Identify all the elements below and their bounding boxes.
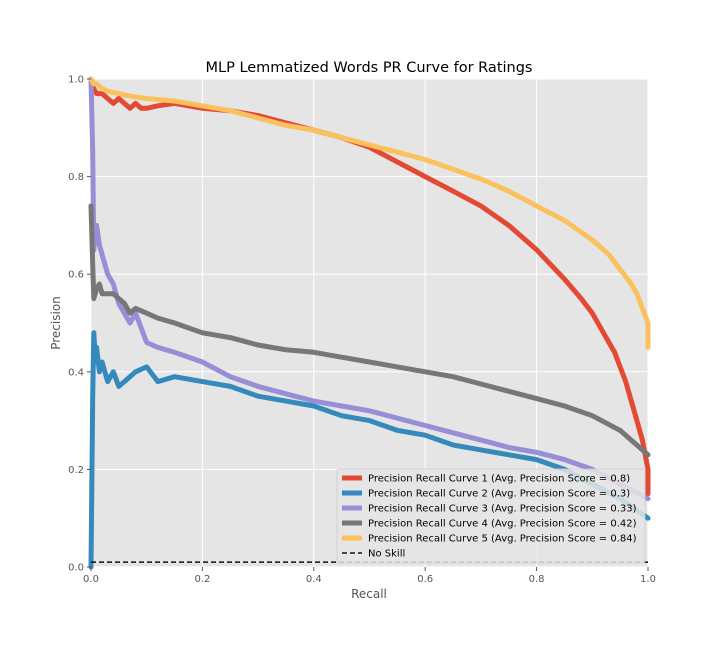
series-line-3 <box>88 76 651 502</box>
series-line-2 <box>88 330 651 570</box>
grid-lines <box>90 78 649 568</box>
legend-label-6: No Skill <box>368 549 405 560</box>
y-tick-label: 0.8 <box>68 172 84 183</box>
x-tick-label: 0.0 <box>83 574 99 585</box>
x-axis-title: Recall <box>351 587 387 601</box>
x-tick-label: 0.8 <box>529 574 545 585</box>
tick-labels: 0.0 0.2 0.4 0.6 0.8 1.0 0.0 0.2 0.4 0.6 0.8 1.0 <box>68 75 656 586</box>
chart-title: MLP Lemmatized Words PR Curve for Rating… <box>206 60 533 76</box>
legend-label-2: Precision Recall Curve 2 (Avg. Precision… <box>368 489 630 500</box>
legend-label-3: Precision Recall Curve 3 (Avg. Precision… <box>368 504 637 515</box>
series-line-5 <box>88 76 651 350</box>
y-tick-label: 0.6 <box>68 270 84 281</box>
x-tick-label: 0.4 <box>306 574 322 585</box>
x-tick-label: 0.2 <box>194 574 210 585</box>
y-tick-label: 0.0 <box>68 563 84 574</box>
series-line-4 <box>88 203 651 458</box>
y-tick-label: 1.0 <box>68 75 84 86</box>
legend-label-1: Precision Recall Curve 1 (Avg. Precision… <box>368 474 630 485</box>
legend: Precision Recall Curve 1 (Avg. Precision… <box>336 468 646 564</box>
series-lines <box>88 76 651 570</box>
x-tick-label: 1.0 <box>640 574 656 585</box>
x-tick-label: 0.6 <box>417 574 433 585</box>
y-tick-label: 0.2 <box>68 465 84 476</box>
legend-box <box>336 468 646 564</box>
legend-label-5: Precision Recall Curve 5 (Avg. Precision… <box>368 534 637 545</box>
y-axis-title: Precision <box>49 296 63 350</box>
y-tick-label: 0.4 <box>68 367 84 378</box>
legend-label-4: Precision Recall Curve 4 (Avg. Precision… <box>368 519 637 530</box>
